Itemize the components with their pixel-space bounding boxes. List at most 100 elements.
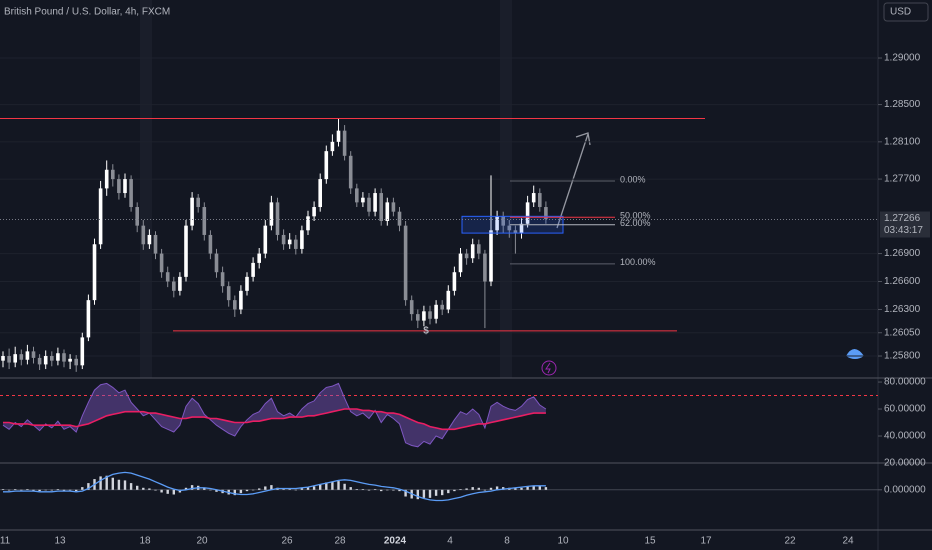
candle-body <box>525 202 530 224</box>
macd-bar <box>14 489 17 490</box>
alert-icon[interactable] <box>541 360 557 376</box>
candle-body <box>470 244 475 259</box>
rsi-fill <box>3 383 546 447</box>
candle-body <box>196 197 200 208</box>
candle-body <box>367 197 371 212</box>
candle-body <box>208 234 213 254</box>
candle-body <box>531 193 536 203</box>
y-tick-label: 1.26050 <box>884 327 921 338</box>
candle-body <box>1 356 5 361</box>
candle-body <box>257 253 261 263</box>
candle-body <box>13 354 17 363</box>
candle-body <box>111 169 115 180</box>
candle-body <box>123 179 127 194</box>
macd-bar <box>87 483 90 490</box>
macd-bar <box>50 489 53 491</box>
candle-body <box>74 358 78 366</box>
macd-bar <box>215 489 218 492</box>
y-tick-label: 1.29000 <box>884 53 921 64</box>
candle-body <box>226 286 231 301</box>
macd-bar <box>233 489 236 496</box>
candle-body <box>56 353 60 361</box>
x-tick-label: 15 <box>644 536 656 547</box>
macd-bar <box>367 489 371 491</box>
x-tick-label: 24 <box>842 536 854 547</box>
last-price: 1.27266 <box>884 213 921 224</box>
candle-body <box>300 230 304 249</box>
macd-bar <box>123 480 127 490</box>
candle-body <box>513 230 518 234</box>
candle-body <box>489 230 493 282</box>
candle-body <box>422 311 426 321</box>
currency[interactable]: USD <box>890 7 911 18</box>
macd-bar <box>538 486 541 490</box>
macd-bar <box>68 489 72 491</box>
macd-bar <box>136 485 139 490</box>
candle-body <box>80 337 85 366</box>
candle-body <box>544 207 548 220</box>
macd-bar <box>117 479 121 490</box>
macd-bar <box>38 489 41 492</box>
fib-label: 0.00% <box>620 174 646 184</box>
candle-body <box>428 311 432 319</box>
macd-bar <box>416 489 419 500</box>
macd-bar <box>380 489 383 492</box>
currency-button[interactable] <box>883 2 929 22</box>
fib-label: 100.00% <box>620 257 656 267</box>
candle-body <box>178 276 182 291</box>
macd-bar <box>453 489 456 492</box>
macd-bar <box>148 488 151 490</box>
x-tick-label: 17 <box>700 536 712 547</box>
macd-bar <box>300 488 304 490</box>
candle-body <box>342 130 347 156</box>
candle-body <box>104 169 109 189</box>
macd-bar <box>209 489 212 491</box>
macd-bar <box>20 489 23 491</box>
candle-body <box>379 193 383 221</box>
candle-body <box>202 207 207 235</box>
macd-bar <box>514 488 517 490</box>
x-tick-label: 13 <box>54 536 66 547</box>
macd-bar <box>477 487 480 490</box>
macd-bar <box>172 489 175 495</box>
fib-label: 62.00% <box>620 218 651 228</box>
candle-body <box>452 272 457 291</box>
macd-bar <box>282 489 285 490</box>
macd-bar <box>398 489 401 492</box>
candle-body <box>165 272 170 282</box>
rsi-line <box>3 408 546 431</box>
macd-bar <box>349 487 352 490</box>
candle-body <box>464 253 469 259</box>
macd-bar <box>258 488 261 490</box>
macd-line <box>3 471 546 502</box>
y-tick-label: 1.28100 <box>884 136 921 147</box>
candle-body <box>214 253 219 273</box>
candle-body <box>25 351 30 360</box>
macd-bar <box>428 489 432 498</box>
candle-body <box>324 151 329 180</box>
macd-bar <box>319 484 322 490</box>
macd-bar <box>483 489 487 491</box>
macd-bar <box>288 489 291 490</box>
liquidity-label: $ <box>423 326 429 337</box>
macd-bar <box>526 486 529 490</box>
candle-body <box>68 358 72 362</box>
macd-bar <box>331 481 334 490</box>
candle-body <box>31 351 36 358</box>
candle-body <box>446 290 451 310</box>
candle-body <box>483 253 487 282</box>
macd-bar <box>441 489 444 496</box>
candle-body <box>172 281 176 291</box>
macd-bar <box>111 477 114 490</box>
x-tick-label: 26 <box>281 536 293 547</box>
candle-body <box>409 300 414 315</box>
candle-body <box>348 155 353 189</box>
macd-bar <box>325 482 328 490</box>
y-tick-label: 1.27700 <box>884 174 921 185</box>
macd-bar <box>99 476 102 490</box>
macd-bar <box>160 489 163 493</box>
candle-body <box>403 225 408 301</box>
candle-body <box>220 272 225 287</box>
macd-bar <box>306 487 310 490</box>
